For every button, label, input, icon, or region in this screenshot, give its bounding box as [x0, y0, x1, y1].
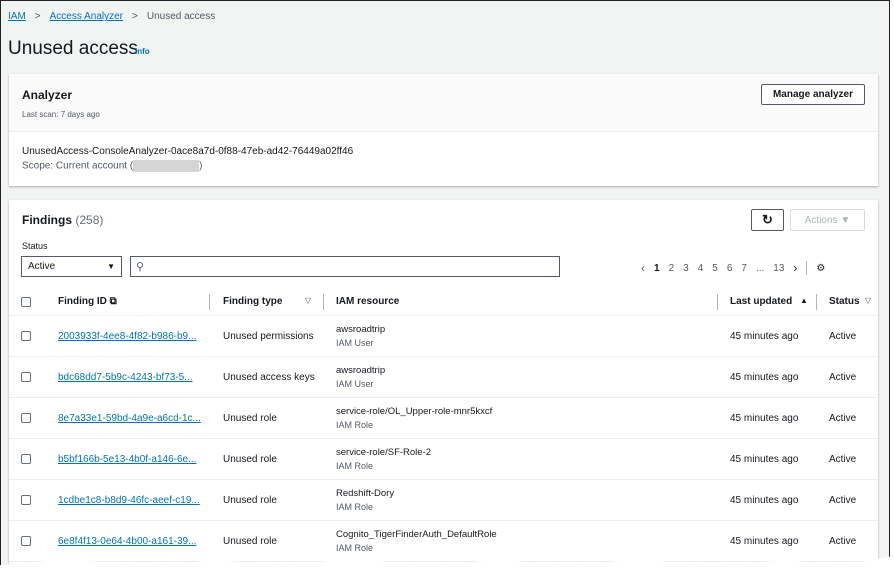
status-select[interactable]: Active ▼ [21, 256, 122, 277]
sort-ascending-icon[interactable]: ▲ [800, 296, 808, 305]
finding-id-link[interactable]: bdc68dd7-5b9c-4243-bf73-5... [58, 372, 193, 383]
page-7[interactable]: 7 [741, 262, 747, 274]
refresh-icon: ↻ [762, 212, 773, 227]
external-link-icon: ⧉ [109, 296, 117, 307]
row-checkbox[interactable] [21, 495, 31, 505]
status: Active [829, 413, 857, 424]
status: Active [829, 454, 857, 465]
breadcrumb-current: Unused access [146, 11, 216, 22]
row-checkbox[interactable] [21, 372, 31, 382]
findings-title: Findings (258) [22, 213, 104, 227]
page: IAM > Access Analyzer > Unused access Un… [0, 0, 890, 567]
iam-resource-type: IAM User [336, 379, 374, 389]
analyzer-scope: Scope: Current account () [22, 160, 203, 172]
info-link[interactable]: Info [135, 47, 150, 56]
status: Active [829, 536, 857, 547]
finding-id-link[interactable]: 2003933f-4ee8-4f82-b986-b9... [58, 331, 197, 342]
status: Active [829, 331, 857, 342]
analyzer-panel: Analyzer Last scan: 7 days ago Manage an… [9, 74, 878, 186]
manage-analyzer-button[interactable]: Manage analyzer [761, 84, 865, 105]
row-checkbox[interactable] [21, 331, 31, 341]
row-checkbox[interactable] [21, 454, 31, 464]
iam-resource: awsroadtrip [336, 324, 386, 335]
select-all-checkbox[interactable] [21, 297, 31, 307]
table-row: bdc68dd7-5b9c-4243-bf73-5... Unused acce… [9, 357, 878, 398]
col-iam-resource[interactable]: IAM resource [336, 296, 400, 307]
row-checkbox[interactable] [21, 536, 31, 546]
col-status[interactable]: Status [829, 296, 860, 307]
page-title: Unused access [8, 38, 138, 59]
chevron-right-icon: > [34, 11, 41, 22]
iam-resource-type: IAM User [336, 338, 374, 348]
filter-icon[interactable]: ▽ [305, 296, 312, 305]
search-input[interactable]: ⚲ [130, 256, 560, 277]
table-header: Finding ID ⧉ Finding type ▽ IAM resource… [9, 286, 878, 316]
iam-resource-type: IAM Role [336, 420, 374, 430]
status-label: Status [22, 241, 48, 251]
iam-resource: service-role/OL_Upper-role-mnr5kxcf [336, 406, 493, 417]
last-updated: 45 minutes ago [730, 372, 799, 383]
page-6[interactable]: 6 [726, 262, 733, 274]
findings-panel: Findings (258) ↻ Actions ▼ Status Active… [9, 200, 878, 567]
last-scan: Last scan: 7 days ago [22, 110, 100, 119]
pagination: ‹ 1 2 3 4 5 6 7 ... 13 › ⚙ [641, 261, 825, 275]
table-row: 2003933f-4ee8-4f82-b986-b9... Unused per… [9, 316, 878, 357]
page-4[interactable]: 4 [697, 262, 704, 274]
next-page-icon[interactable]: › [793, 261, 798, 275]
redacted-account-id [133, 160, 200, 172]
table-row: 1cdbe1c8-b8d9-46fc-aeef-c19... Unused ro… [9, 480, 878, 521]
col-finding-id[interactable]: Finding ID ⧉ [58, 296, 117, 307]
chevron-right-icon: > [132, 11, 138, 22]
settings-gear-icon[interactable]: ⚙ [816, 262, 826, 274]
iam-resource: service-role/SF-Role-2 [336, 447, 432, 458]
page-5[interactable]: 5 [712, 262, 718, 274]
iam-resource: awsroadtrip [336, 365, 386, 376]
page-1[interactable]: 1 [654, 262, 660, 274]
last-updated: 45 minutes ago [730, 536, 799, 547]
finding-type: Unused role [223, 413, 277, 424]
col-finding-type[interactable]: Finding type [223, 296, 283, 307]
last-updated: 45 minutes ago [730, 454, 799, 465]
finding-type: Unused role [223, 536, 277, 547]
last-updated: 45 minutes ago [730, 495, 799, 506]
breadcrumb: IAM > Access Analyzer > Unused access [8, 11, 215, 22]
table-row: 8e7a33e1-59bd-4a9e-a6cd-1c... Unused rol… [9, 398, 878, 439]
page-3[interactable]: 3 [683, 262, 689, 274]
finding-id-link[interactable]: 8e7a33e1-59bd-4a9e-a6cd-1c... [58, 413, 201, 424]
table-row: b5bf166b-5e13-4b0f-a146-6e... Unused rol… [9, 439, 878, 480]
iam-resource-type: IAM Role [336, 543, 374, 553]
iam-resource-type: IAM Role [336, 461, 374, 471]
finding-type: Unused access keys [223, 372, 315, 383]
page-2[interactable]: 2 [668, 262, 675, 274]
row-checkbox[interactable] [21, 413, 31, 423]
last-updated: 45 minutes ago [730, 331, 799, 342]
finding-type: Unused permissions [223, 331, 314, 342]
page-13[interactable]: 13 [773, 262, 785, 274]
actions-button[interactable]: Actions ▼ [790, 209, 865, 231]
last-updated: 45 minutes ago [730, 413, 799, 424]
prev-page-icon[interactable]: ‹ [641, 261, 645, 275]
breadcrumb-access-analyzer[interactable]: Access Analyzer [49, 11, 123, 22]
table-row: 6e8f4f13-0e64-4b00-a161-39... Unused rol… [9, 521, 878, 562]
analyzer-title: Analyzer [22, 88, 73, 102]
filter-icon[interactable]: ▽ [865, 296, 872, 305]
iam-resource: Redshift-Dory [336, 488, 395, 499]
finding-id-link[interactable]: b5bf166b-5e13-4b0f-a146-6e... [58, 454, 197, 465]
search-icon: ⚲ [136, 261, 145, 273]
finding-id-link[interactable]: 1cdbe1c8-b8d9-46fc-aeef-c19... [58, 495, 200, 506]
status: Active [829, 495, 857, 506]
refresh-button[interactable]: ↻ [751, 209, 784, 231]
caret-down-icon: ▼ [840, 214, 851, 226]
analyzer-name: UnusedAccess-ConsoleAnalyzer-0ace8a7d-0f… [22, 146, 354, 157]
caret-down-icon: ▼ [107, 262, 115, 271]
finding-type: Unused role [223, 454, 277, 465]
iam-resource-type: IAM Role [336, 502, 374, 512]
iam-resource: Cognito_TigerFinderAuth_DefaultRole [336, 529, 497, 540]
finding-type: Unused role [223, 495, 277, 506]
col-last-updated[interactable]: Last updated [730, 296, 793, 307]
breadcrumb-iam[interactable]: IAM [8, 11, 26, 22]
page-ellipsis: ... [755, 262, 765, 274]
status: Active [829, 372, 857, 383]
finding-id-link[interactable]: 6e8f4f13-0e64-4b00-a161-39... [58, 536, 197, 547]
